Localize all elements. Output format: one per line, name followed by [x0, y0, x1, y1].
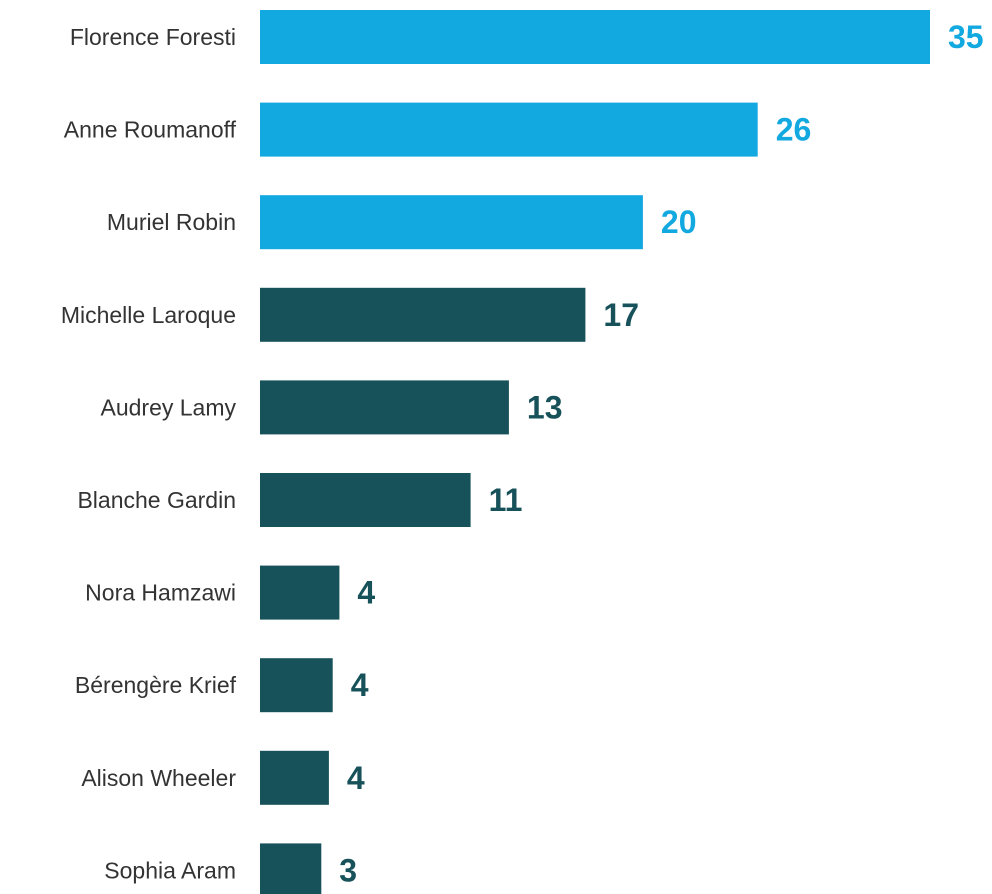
- bar: [260, 473, 471, 527]
- value-label: 17: [603, 297, 639, 333]
- bar: [260, 10, 930, 64]
- value-label: 20: [661, 204, 697, 240]
- bar: [260, 102, 758, 157]
- category-labels: Florence Foresti Anne Roumanoff Muriel Rob…: [61, 24, 237, 883]
- category-label: Bérengère Krief: [75, 672, 237, 698]
- bar: [260, 750, 329, 805]
- category-label: Blanche Gardin: [77, 487, 236, 513]
- category-label: Michelle Laroque: [61, 302, 236, 328]
- category-label: Audrey Lamy: [100, 394, 236, 420]
- category-label: Florence Foresti: [70, 24, 236, 50]
- bar: [260, 565, 340, 620]
- category-label: Muriel Robin: [107, 209, 236, 235]
- value-label: 11: [489, 482, 523, 518]
- bar: [260, 843, 322, 894]
- value-labels: 35 26 20 17 13 11 4 4 4 3: [339, 19, 983, 888]
- value-label: 26: [776, 112, 812, 148]
- value-label: 3: [339, 852, 357, 888]
- value-label: 13: [527, 389, 563, 425]
- bar: [260, 658, 333, 713]
- value-label: 4: [347, 760, 365, 796]
- bars: [260, 10, 930, 894]
- value-label: 35: [948, 19, 984, 55]
- bar: [260, 287, 586, 342]
- bar: [260, 380, 509, 435]
- category-label: Alison Wheeler: [81, 765, 236, 791]
- value-label: 4: [357, 575, 375, 611]
- bar: [260, 195, 643, 250]
- category-label: Sophia Aram: [104, 857, 236, 883]
- value-label: 4: [351, 667, 369, 703]
- category-label: Anne Roumanoff: [64, 117, 237, 143]
- category-label: Nora Hamzawi: [85, 580, 236, 606]
